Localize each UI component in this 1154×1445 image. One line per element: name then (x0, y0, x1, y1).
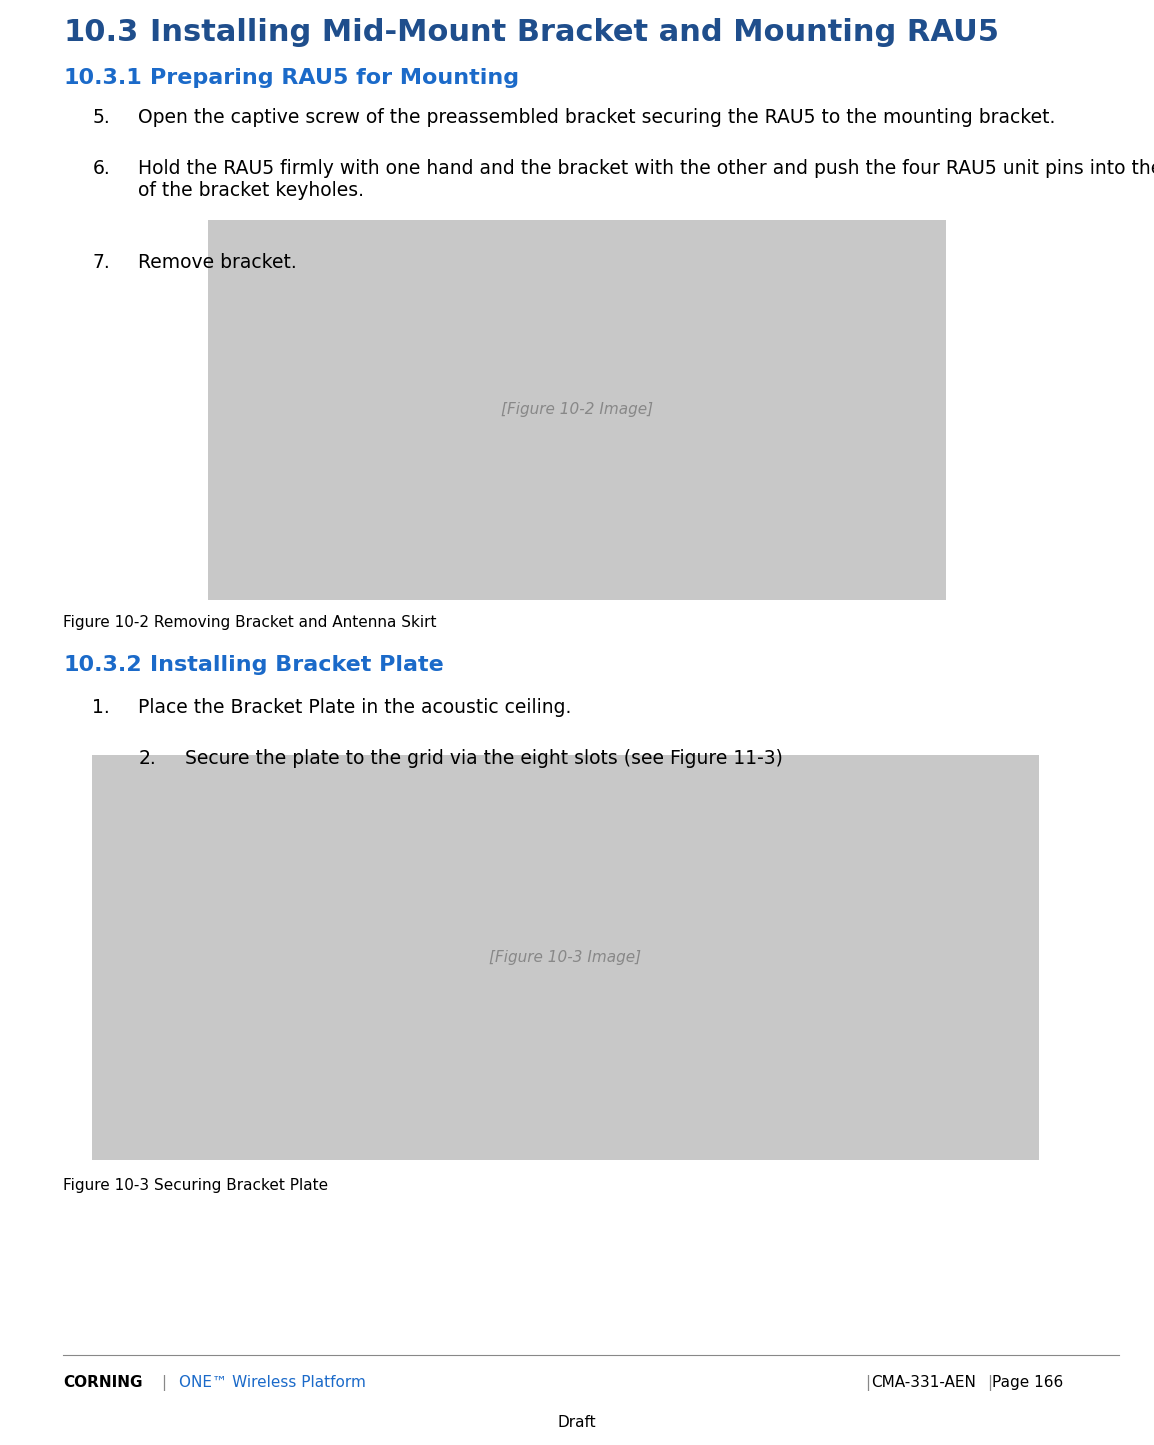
Text: [Figure 10-3 Image]: [Figure 10-3 Image] (489, 949, 642, 965)
Text: Preparing RAU5 for Mounting: Preparing RAU5 for Mounting (150, 68, 519, 88)
Text: CMA-331-AEN: CMA-331-AEN (871, 1376, 976, 1390)
Text: Draft: Draft (557, 1415, 597, 1431)
Text: Open the captive screw of the preassembled bracket securing the RAU5 to the moun: Open the captive screw of the preassembl… (138, 108, 1056, 127)
Text: CORNING: CORNING (63, 1376, 143, 1390)
Text: 1.: 1. (92, 698, 110, 717)
Text: 10.3.2: 10.3.2 (63, 655, 142, 675)
Text: 5.: 5. (92, 108, 110, 127)
Text: 2.: 2. (138, 749, 156, 767)
Text: Secure the plate to the grid via the eight slots (see Figure 11-3): Secure the plate to the grid via the eig… (185, 749, 782, 767)
Text: Figure 10-3 Securing Bracket Plate: Figure 10-3 Securing Bracket Plate (63, 1178, 329, 1194)
Bar (208, 220, 946, 600)
Text: Figure 10-2 Removing Bracket and Antenna Skirt: Figure 10-2 Removing Bracket and Antenna… (63, 616, 437, 630)
Text: ONE™ Wireless Platform: ONE™ Wireless Platform (179, 1376, 366, 1390)
Text: 6.: 6. (92, 159, 110, 178)
Text: |: | (866, 1376, 870, 1392)
Text: Remove bracket.: Remove bracket. (138, 253, 298, 272)
Text: [Figure 10-2 Image]: [Figure 10-2 Image] (501, 403, 653, 418)
Text: 10.3: 10.3 (63, 17, 138, 48)
Text: |: | (987, 1376, 991, 1392)
Text: Place the Bracket Plate in the acoustic ceiling.: Place the Bracket Plate in the acoustic … (138, 698, 572, 717)
Text: 7.: 7. (92, 253, 110, 272)
Text: Page 166: Page 166 (992, 1376, 1064, 1390)
Text: Installing Mid-Mount Bracket and Mounting RAU5: Installing Mid-Mount Bracket and Mountin… (150, 17, 999, 48)
Text: 10.3.1: 10.3.1 (63, 68, 142, 88)
Text: Installing Bracket Plate: Installing Bracket Plate (150, 655, 444, 675)
Bar (92, 754, 1039, 1160)
Text: |: | (162, 1376, 166, 1392)
Text: Hold the RAU5 firmly with one hand and the bracket with the other and push the f: Hold the RAU5 firmly with one hand and t… (138, 159, 1154, 199)
